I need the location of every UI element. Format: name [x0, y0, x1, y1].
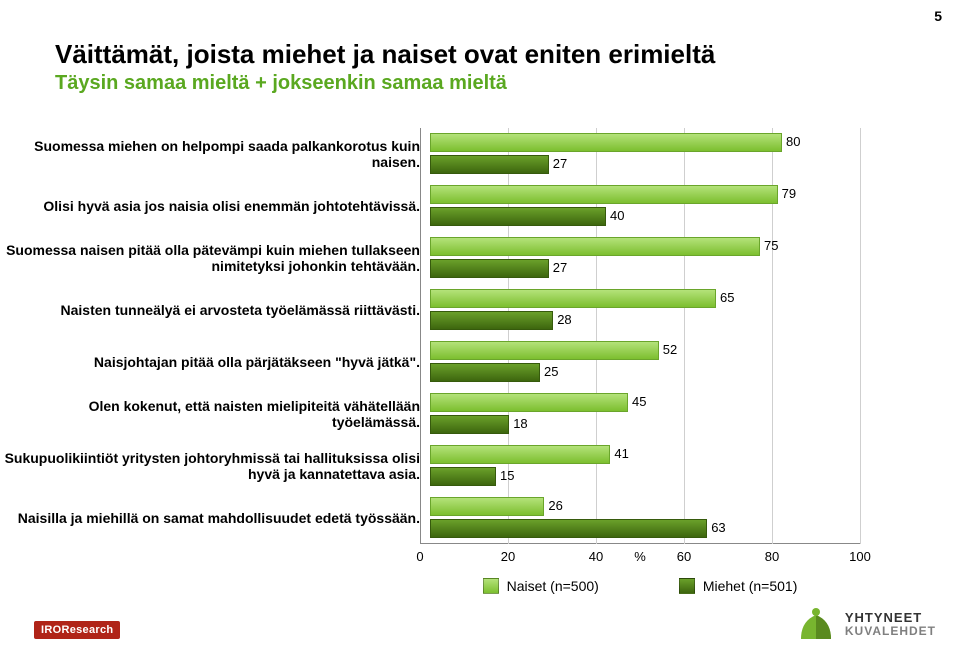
bar-miehet: [430, 519, 707, 538]
bar-naiset: [430, 497, 544, 516]
row-plot: 41 15: [430, 440, 870, 492]
bar-value: 27: [553, 260, 567, 275]
chart-row: Olisi hyvä asia jos naisia olisi enemmän…: [0, 180, 960, 232]
bar-value: 25: [544, 364, 558, 379]
bar-miehet: [430, 467, 496, 486]
bar-value: 15: [500, 468, 514, 483]
legend-swatch-miehet: [679, 578, 695, 594]
row-plot: 75 27: [430, 232, 870, 284]
bar-value: 45: [632, 394, 646, 409]
logo-yhtyneet-mark: [797, 605, 835, 643]
bar-value: 80: [786, 134, 800, 149]
row-label: Suomessa naisen pitää olla pätevämpi kui…: [0, 242, 430, 274]
bar-naiset: [430, 341, 659, 360]
chart-row: Naisilla ja miehillä on samat mahdollisu…: [0, 492, 960, 544]
bar-naiset: [430, 289, 716, 308]
row-label: Suomessa miehen on helpompi saada palkan…: [0, 138, 430, 170]
bar-value: 63: [711, 520, 725, 535]
row-label: Naisilla ja miehillä on samat mahdollisu…: [0, 510, 430, 526]
bar-naiset: [430, 393, 628, 412]
bar-value: 41: [614, 446, 628, 461]
logo-yhtyneet-line2: KUVALEHDET: [845, 625, 936, 638]
chart-row: Suomessa miehen on helpompi saada palkan…: [0, 128, 960, 180]
bar-miehet: [430, 415, 509, 434]
bar-value: 79: [782, 186, 796, 201]
bar-value: 18: [513, 416, 527, 431]
legend-label-naiset: Naiset (n=500): [507, 578, 599, 594]
bar-value: 40: [610, 208, 624, 223]
row-label: Naisten tunneälyä ei arvosteta työelämäs…: [0, 302, 430, 318]
row-plot: 45 18: [430, 388, 870, 440]
bar-value: 52: [663, 342, 677, 357]
legend-item-naiset: Naiset (n=500): [483, 578, 599, 594]
x-tick-label: 80: [765, 549, 779, 564]
page-number: 5: [934, 8, 942, 24]
row-plot: 65 28: [430, 284, 870, 336]
chart-legend: Naiset (n=500) Miehet (n=501): [420, 578, 860, 594]
chart-row: Suomessa naisen pitää olla pätevämpi kui…: [0, 232, 960, 284]
legend-label-miehet: Miehet (n=501): [703, 578, 798, 594]
logo-iroresearch: IROResearch: [34, 621, 120, 639]
row-plot: 52 25: [430, 336, 870, 388]
x-tick-label: 0: [416, 549, 423, 564]
bar-miehet: [430, 155, 549, 174]
bar-miehet: [430, 259, 549, 278]
bar-naiset: [430, 185, 778, 204]
x-tick-label: 100: [849, 549, 871, 564]
bar-miehet: [430, 311, 553, 330]
bar-value: 65: [720, 290, 734, 305]
x-tick-label: 60: [677, 549, 691, 564]
bar-miehet: [430, 363, 540, 382]
chart-subtitle: Täysin samaa mieltä + jokseenkin samaa m…: [55, 72, 507, 95]
bar-naiset: [430, 445, 610, 464]
legend-swatch-naiset: [483, 578, 499, 594]
row-label: Sukupuolikiintiöt yritysten johtoryhmiss…: [0, 450, 430, 482]
bar-value: 28: [557, 312, 571, 327]
bar-naiset: [430, 133, 782, 152]
row-plot: 79 40: [430, 180, 870, 232]
chart-title: Väittämät, joista miehet ja naiset ovat …: [55, 38, 715, 71]
bar-value: 27: [553, 156, 567, 171]
chart-row: Olen kokenut, että naisten mielipiteitä …: [0, 388, 960, 440]
row-label: Olen kokenut, että naisten mielipiteitä …: [0, 398, 430, 430]
x-axis-label: %: [634, 549, 646, 564]
logo-yhtyneet-line1: YHTYNEET: [845, 611, 936, 625]
chart-plot: Suomessa miehen on helpompi saada palkan…: [0, 128, 960, 544]
bar-miehet: [430, 207, 606, 226]
chart-row: Naisten tunneälyä ei arvosteta työelämäs…: [0, 284, 960, 336]
row-plot: 26 63: [430, 492, 870, 544]
row-label: Olisi hyvä asia jos naisia olisi enemmän…: [0, 198, 430, 214]
bar-naiset: [430, 237, 760, 256]
bar-value: 26: [548, 498, 562, 513]
logo-yhtyneet-text: YHTYNEET KUVALEHDET: [845, 611, 936, 637]
row-label: Naisjohtajan pitää olla pärjätäkseen "hy…: [0, 354, 430, 370]
logo-yhtyneet: YHTYNEET KUVALEHDET: [797, 605, 936, 643]
chart-row: Sukupuolikiintiöt yritysten johtoryhmiss…: [0, 440, 960, 492]
row-plot: 80 27: [430, 128, 870, 180]
x-tick-label: 40: [589, 549, 603, 564]
chart-row: Naisjohtajan pitää olla pärjätäkseen "hy…: [0, 336, 960, 388]
x-tick-label: 20: [501, 549, 515, 564]
bar-value: 75: [764, 238, 778, 253]
legend-item-miehet: Miehet (n=501): [679, 578, 798, 594]
